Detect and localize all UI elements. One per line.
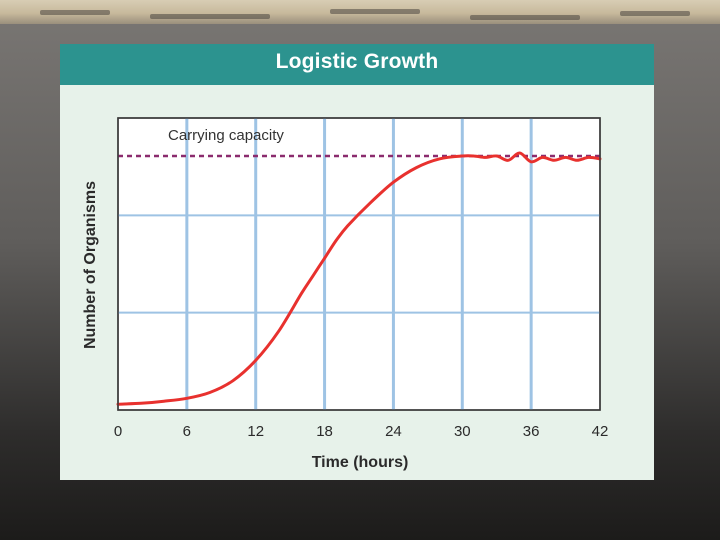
plot-frame <box>117 117 601 411</box>
chart-title: Logistic Growth <box>275 50 439 73</box>
chart-header: Logistic Growth <box>60 44 654 85</box>
chart-plot: Carrying capacity 0 6 12 18 24 30 36 42 Time (h… <box>82 117 609 471</box>
plot-background <box>117 117 601 411</box>
x-tick-label-24: 24 <box>385 423 402 440</box>
x-tick-label-6: 6 <box>183 423 191 440</box>
x-tick-label-42: 42 <box>592 423 609 440</box>
x-tick-labels: 0 6 12 18 24 30 36 42 <box>114 423 609 440</box>
x-tick-label-36: 36 <box>523 423 540 440</box>
top-decorative-band <box>0 0 720 24</box>
series-line <box>116 151 602 406</box>
x-tick-label-18: 18 <box>316 423 333 440</box>
chart-card: Logistic Growth Carrying capacity 0 6 12 18… <box>60 44 654 480</box>
x-axis-label: Time (hours) <box>312 454 409 471</box>
x-tick-label-0: 0 <box>114 423 122 440</box>
y-axis-label: Number of Organisms <box>82 181 99 349</box>
x-tick-label-12: 12 <box>247 423 264 440</box>
x-tick-label-30: 30 <box>454 423 471 440</box>
carrying-capacity-label: Carrying capacity <box>168 127 284 144</box>
